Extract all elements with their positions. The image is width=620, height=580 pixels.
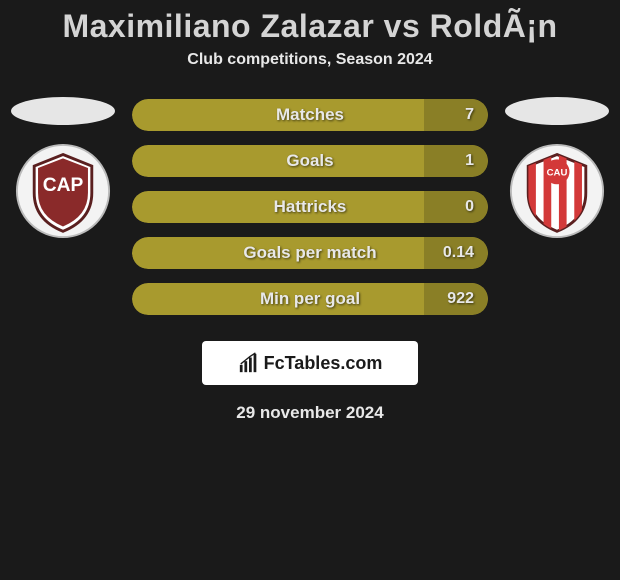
right-avatar-placeholder [505,97,609,125]
left-club-badge: CAP [15,143,111,239]
svg-text:CAP: CAP [43,175,84,196]
stat-bar: Hattricks 0 [132,191,488,223]
date-line: 29 november 2024 [0,403,620,423]
stat-right-value: 0.14 [443,244,474,262]
stat-label: Goals per match [243,243,376,263]
stat-right-value: 7 [465,106,474,124]
right-club-badge: CAU [509,143,605,239]
stat-right-value: 922 [447,290,474,308]
left-avatar-placeholder [11,97,115,125]
bar-chart-icon [238,352,260,374]
stat-bar-right-fill [424,191,488,223]
svg-text:CAU: CAU [547,168,568,179]
subtitle: Club competitions, Season 2024 [0,51,620,69]
stat-bar: Min per goal 922 [132,283,488,315]
stat-bar: Goals per match 0.14 [132,237,488,269]
cau-shield-icon: CAU [509,143,605,239]
stat-bar: Goals 1 [132,145,488,177]
left-player-col: CAP [8,95,118,239]
stat-label: Goals [286,151,333,171]
right-player-col: CAU [502,95,612,239]
stat-label: Hattricks [274,197,347,217]
brand-text: FcTables.com [264,353,383,374]
stat-label: Min per goal [260,289,360,309]
comparison-row: CAP Matches 7 Goals 1 Hattricks 0 Goals per ma… [0,95,620,315]
page-title: Maximiliano Zalazar vs RoldÃ¡n [0,8,620,45]
stat-bar: Matches 7 [132,99,488,131]
stat-label: Matches [276,105,344,125]
stats-column: Matches 7 Goals 1 Hattricks 0 Goals per match 0… [118,99,502,315]
brand-badge: FcTables.com [202,341,418,385]
stat-bar-right-fill [424,99,488,131]
stat-right-value: 1 [465,152,474,170]
stat-right-value: 0 [465,198,474,216]
cap-shield-icon: CAP [15,143,111,239]
stat-bar-right-fill [424,145,488,177]
